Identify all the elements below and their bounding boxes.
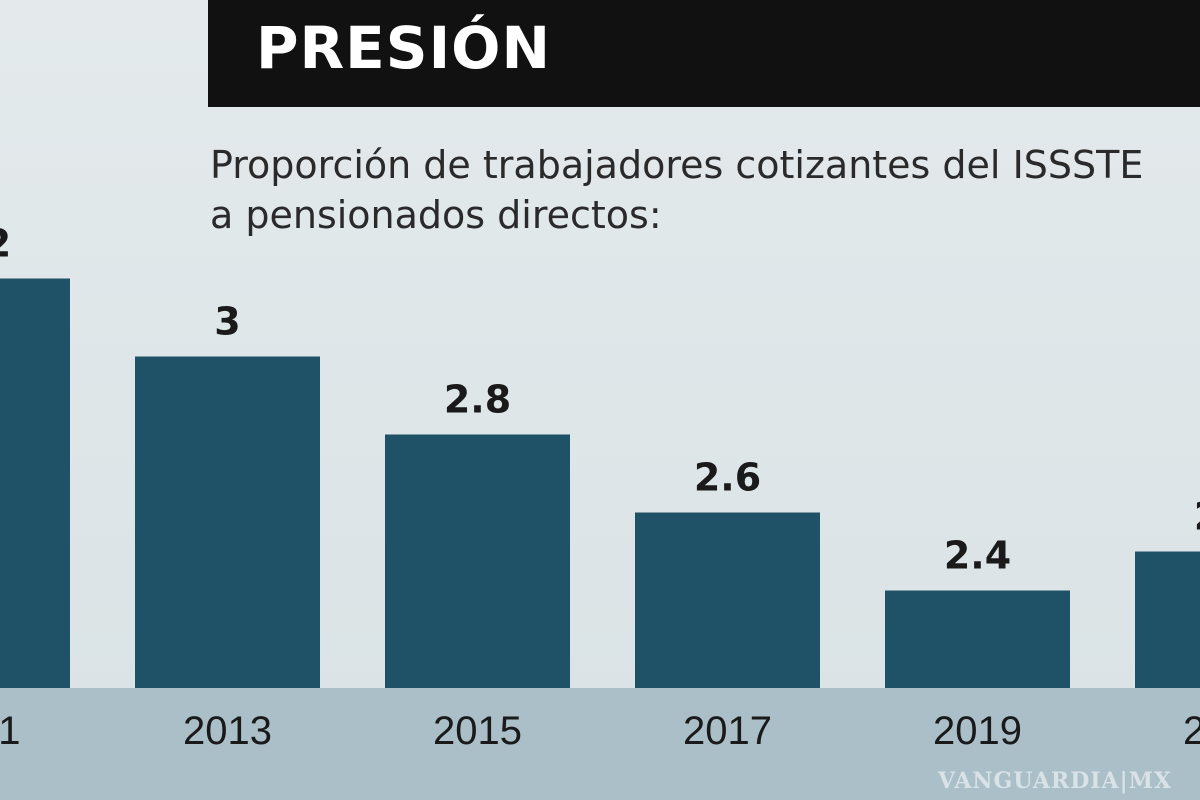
title-bar: PRESIÓN xyxy=(208,0,1200,107)
data-label-2011: 3.2 xyxy=(0,222,11,266)
axis-band xyxy=(0,688,1200,800)
data-label-2019: 2.4 xyxy=(944,534,1011,578)
chart-title: PRESIÓN xyxy=(256,14,551,82)
x-tick-label-2011: 2011 xyxy=(0,709,21,753)
x-tick-label-2017: 2017 xyxy=(683,709,772,753)
x-tick-label-2019: 2019 xyxy=(933,709,1022,753)
data-label-2021: 2.5 xyxy=(1194,495,1200,539)
data-label-2013: 3 xyxy=(214,300,240,344)
x-tick-label-2013: 2013 xyxy=(183,709,272,753)
watermark-logo: VANGUARDIA|MX xyxy=(938,768,1173,794)
data-label-2017: 2.6 xyxy=(694,456,761,500)
subtitle-line-2: a pensionados directos: xyxy=(210,193,662,237)
data-label-2015: 2.8 xyxy=(444,378,511,422)
bar-2015 xyxy=(385,434,570,688)
chart-subtitle: Proporción de trabajadores cotizantes de… xyxy=(210,140,1200,240)
x-tick-label-2021: 2021 xyxy=(1183,709,1200,753)
bar-2021 xyxy=(1135,551,1200,688)
bar-2017 xyxy=(635,512,820,688)
bar-2013 xyxy=(135,356,320,688)
bar-2019 xyxy=(885,590,1070,688)
bar-2011 xyxy=(0,278,70,688)
x-tick-label-2015: 2015 xyxy=(433,709,522,753)
subtitle-line-1: Proporción de trabajadores cotizantes de… xyxy=(210,143,1144,187)
